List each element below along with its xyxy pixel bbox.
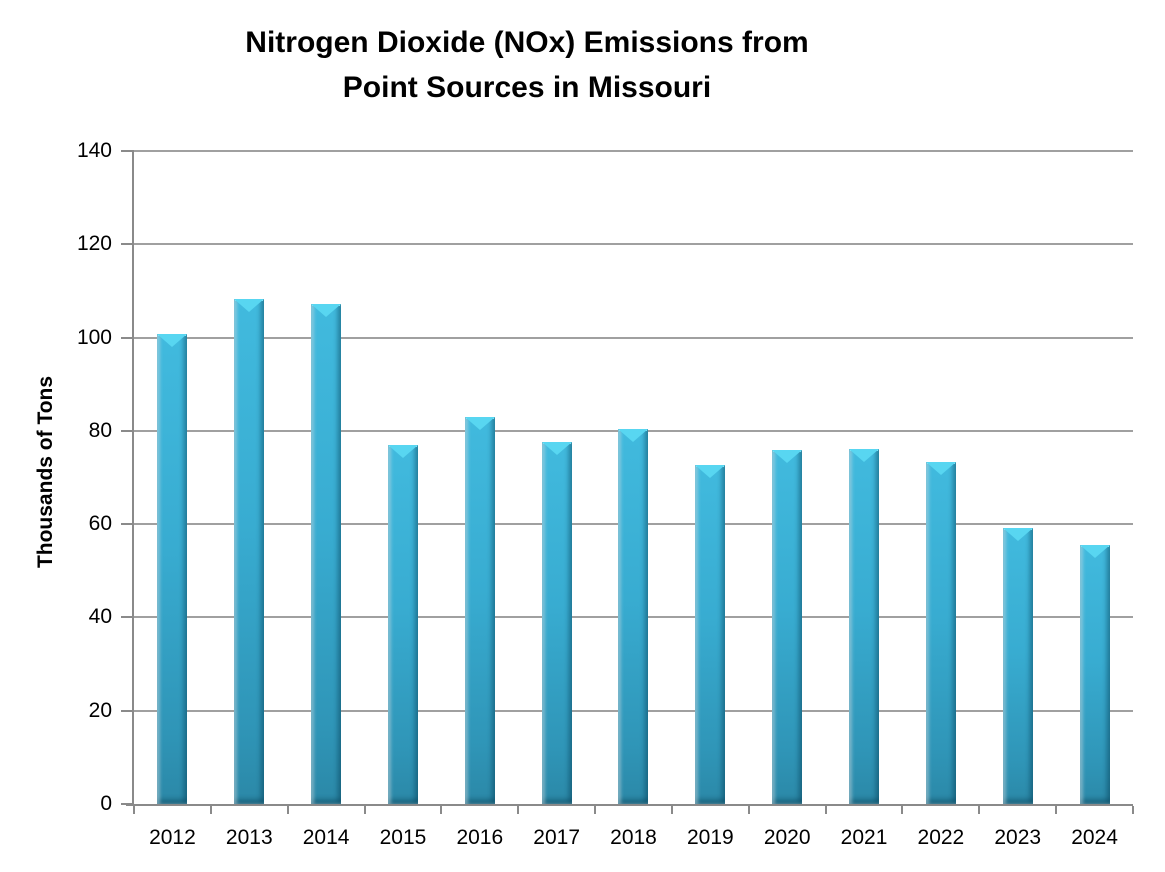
x-axis-label: 2018 (610, 826, 657, 849)
y-axis-tick (121, 616, 134, 619)
bar-cap-highlight (465, 417, 495, 430)
x-axis-tick (594, 806, 597, 814)
y-axis-label: 60 (88, 512, 112, 536)
x-axis-line (126, 804, 1133, 806)
bar-cap-highlight (1003, 528, 1033, 541)
x-axis-tick (747, 806, 750, 814)
x-axis-tick (901, 806, 904, 814)
x-axis-tick (517, 806, 520, 814)
y-axis-title: Thousands of Tons (34, 375, 57, 569)
x-axis-label: 2021 (840, 826, 888, 849)
bar-cap-highlight (1080, 545, 1110, 558)
bar-cap-highlight (157, 334, 187, 347)
bar-cap-highlight (388, 445, 418, 458)
bar (157, 334, 187, 804)
y-axis-tick (121, 709, 134, 712)
bar (311, 304, 341, 804)
x-axis-label: 2020 (763, 826, 811, 849)
x-axis-label: 2017 (533, 826, 580, 849)
y-axis-label: 100 (76, 325, 112, 349)
bar (234, 299, 264, 804)
y-axis-tick (121, 243, 134, 246)
chart-title: Nitrogen Dioxide (NOx) Emissions from Po… (0, 20, 1054, 110)
y-gridline (134, 336, 1133, 339)
bar-cap-highlight (849, 449, 879, 462)
y-axis-line (132, 151, 134, 806)
bar (1003, 528, 1033, 804)
x-axis-label: 2022 (917, 826, 965, 849)
bar-cap-highlight (695, 465, 725, 478)
x-axis-tick (286, 806, 289, 814)
x-axis-label: 2023 (994, 826, 1042, 849)
x-axis-tick (978, 806, 981, 814)
y-axis-label: 0 (100, 792, 112, 815)
x-axis-label: 2016 (456, 826, 504, 849)
y-axis-tick (121, 429, 134, 432)
x-axis-label: 2014 (302, 826, 350, 849)
x-axis-tick (440, 806, 443, 814)
y-axis-label: 120 (76, 232, 112, 256)
bar-cap-highlight (311, 304, 341, 317)
y-axis-label: 140 (76, 139, 112, 162)
plot-area (134, 150, 1133, 804)
x-axis-tick (363, 806, 366, 814)
bar (772, 450, 802, 804)
y-gridline (134, 150, 1133, 152)
y-gridline (134, 243, 1133, 246)
bar (542, 442, 572, 804)
bar (388, 445, 418, 804)
chart-title-line1: Nitrogen Dioxide (NOx) Emissions from (245, 26, 809, 59)
bar (926, 462, 956, 804)
x-axis-label: 2024 (1071, 826, 1118, 849)
x-axis-tick (1055, 806, 1058, 814)
chart-title-line2: Point Sources in Missouri (342, 71, 712, 104)
y-axis-label: 20 (88, 698, 112, 722)
y-axis-tick (121, 150, 134, 152)
y-axis-label: 80 (88, 418, 112, 442)
bar-cap-highlight (926, 462, 956, 475)
bar (618, 429, 648, 804)
x-axis-label: 2013 (225, 826, 273, 849)
bar (1080, 545, 1110, 804)
x-axis-tick (133, 806, 135, 814)
x-axis-tick (824, 806, 827, 814)
x-axis-label: 2019 (686, 826, 734, 849)
x-axis-tick (670, 806, 673, 814)
bar (695, 465, 725, 804)
y-axis-tick (121, 523, 134, 526)
x-axis-tick (1132, 806, 1134, 814)
bar-cap-highlight (542, 442, 572, 455)
y-axis-label: 40 (88, 605, 112, 629)
bar (465, 417, 495, 804)
bar-cap-highlight (234, 299, 264, 312)
x-axis-label: 2015 (379, 826, 427, 849)
y-axis-tick (121, 336, 134, 339)
bar-cap-highlight (772, 450, 802, 463)
x-axis-tick (209, 806, 212, 814)
x-axis-label: 2012 (149, 826, 196, 849)
bar (849, 449, 879, 804)
bar-cap-highlight (618, 429, 648, 442)
